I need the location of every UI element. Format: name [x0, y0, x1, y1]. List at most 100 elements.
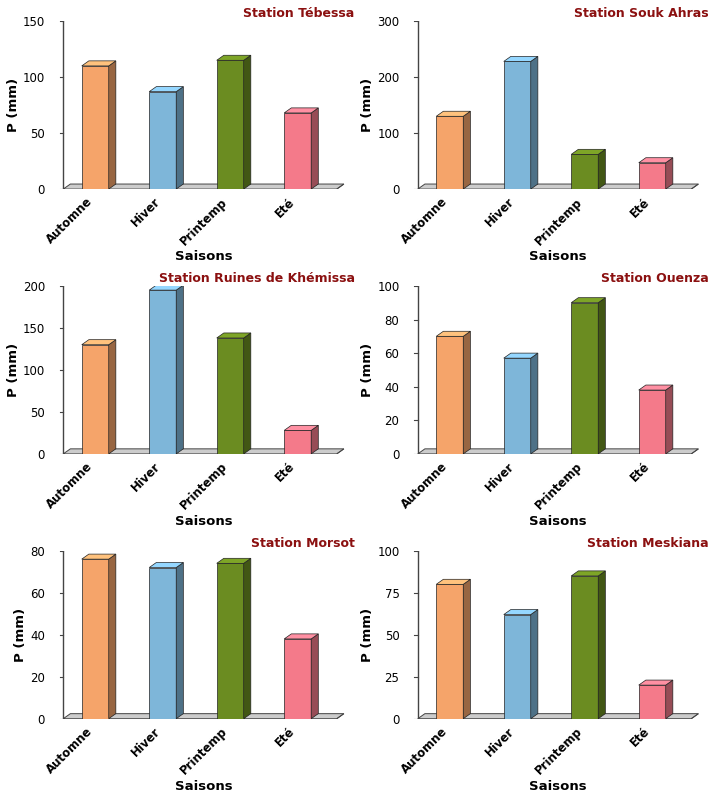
X-axis label: Saisons: Saisons	[175, 250, 233, 263]
Polygon shape	[217, 563, 243, 718]
Polygon shape	[571, 298, 605, 302]
Polygon shape	[284, 430, 311, 454]
Polygon shape	[243, 55, 251, 189]
Text: Station Ruines de Khémissa: Station Ruines de Khémissa	[158, 272, 354, 285]
Polygon shape	[504, 56, 538, 62]
Polygon shape	[436, 336, 463, 454]
Polygon shape	[109, 61, 116, 189]
Polygon shape	[639, 390, 666, 454]
Polygon shape	[531, 353, 538, 454]
X-axis label: Saisons: Saisons	[529, 515, 587, 528]
Text: Station Tébessa: Station Tébessa	[243, 7, 354, 20]
Polygon shape	[149, 562, 183, 567]
Polygon shape	[504, 610, 538, 614]
Polygon shape	[571, 150, 605, 154]
Polygon shape	[284, 108, 319, 113]
Y-axis label: P (mm): P (mm)	[7, 343, 20, 397]
Polygon shape	[436, 116, 463, 189]
Polygon shape	[531, 610, 538, 718]
Polygon shape	[311, 108, 319, 189]
Text: Station Meskiana: Station Meskiana	[587, 537, 709, 550]
Polygon shape	[504, 62, 531, 189]
Polygon shape	[82, 66, 109, 189]
Polygon shape	[217, 338, 243, 454]
X-axis label: Saisons: Saisons	[175, 515, 233, 528]
Polygon shape	[63, 449, 344, 454]
Polygon shape	[599, 571, 605, 718]
Polygon shape	[436, 584, 463, 718]
Polygon shape	[571, 576, 599, 718]
Polygon shape	[531, 56, 538, 189]
Polygon shape	[463, 579, 470, 718]
Polygon shape	[691, 714, 698, 718]
Text: Station Ouenza: Station Ouenza	[601, 272, 709, 285]
Polygon shape	[217, 55, 251, 60]
X-axis label: Saisons: Saisons	[529, 780, 587, 793]
Polygon shape	[82, 61, 116, 66]
Polygon shape	[639, 158, 673, 162]
Polygon shape	[639, 685, 666, 718]
X-axis label: Saisons: Saisons	[529, 250, 587, 263]
Text: Station Morsot: Station Morsot	[251, 537, 354, 550]
Polygon shape	[82, 559, 109, 718]
Polygon shape	[666, 385, 673, 454]
Polygon shape	[691, 449, 698, 454]
Polygon shape	[217, 60, 243, 189]
Polygon shape	[337, 449, 344, 454]
Polygon shape	[599, 150, 605, 189]
Polygon shape	[176, 562, 183, 718]
Polygon shape	[337, 714, 344, 718]
Polygon shape	[82, 340, 116, 345]
Polygon shape	[571, 302, 599, 454]
Polygon shape	[337, 184, 344, 189]
Polygon shape	[149, 567, 176, 718]
Polygon shape	[311, 426, 319, 454]
Y-axis label: P (mm): P (mm)	[362, 343, 374, 397]
Text: Station Souk Ahras: Station Souk Ahras	[574, 7, 709, 20]
Polygon shape	[639, 680, 673, 685]
Polygon shape	[149, 92, 176, 189]
Polygon shape	[243, 558, 251, 718]
Polygon shape	[149, 285, 183, 290]
Polygon shape	[63, 714, 344, 718]
Polygon shape	[176, 86, 183, 189]
Polygon shape	[217, 333, 251, 338]
Polygon shape	[284, 634, 319, 639]
Polygon shape	[504, 614, 531, 718]
Polygon shape	[284, 639, 311, 718]
Polygon shape	[463, 111, 470, 189]
Polygon shape	[571, 154, 599, 189]
Polygon shape	[691, 184, 698, 189]
Polygon shape	[639, 162, 666, 189]
Polygon shape	[666, 680, 673, 718]
Y-axis label: P (mm): P (mm)	[362, 78, 374, 132]
Polygon shape	[436, 111, 470, 116]
Polygon shape	[418, 714, 698, 718]
Polygon shape	[63, 184, 344, 189]
Polygon shape	[418, 449, 698, 454]
Polygon shape	[109, 554, 116, 718]
X-axis label: Saisons: Saisons	[175, 780, 233, 793]
Polygon shape	[109, 340, 116, 454]
Polygon shape	[82, 345, 109, 454]
Polygon shape	[311, 634, 319, 718]
Polygon shape	[176, 285, 183, 454]
Polygon shape	[284, 113, 311, 189]
Polygon shape	[243, 333, 251, 454]
Polygon shape	[217, 558, 251, 563]
Polygon shape	[504, 353, 538, 358]
Polygon shape	[639, 385, 673, 390]
Y-axis label: P (mm): P (mm)	[14, 608, 27, 662]
Polygon shape	[504, 358, 531, 454]
Polygon shape	[149, 290, 176, 454]
Polygon shape	[666, 158, 673, 189]
Polygon shape	[82, 554, 116, 559]
Polygon shape	[284, 426, 319, 430]
Polygon shape	[463, 331, 470, 454]
Polygon shape	[436, 579, 470, 584]
Polygon shape	[599, 298, 605, 454]
Polygon shape	[571, 571, 605, 576]
Polygon shape	[418, 184, 698, 189]
Y-axis label: P (mm): P (mm)	[362, 608, 374, 662]
Polygon shape	[149, 86, 183, 92]
